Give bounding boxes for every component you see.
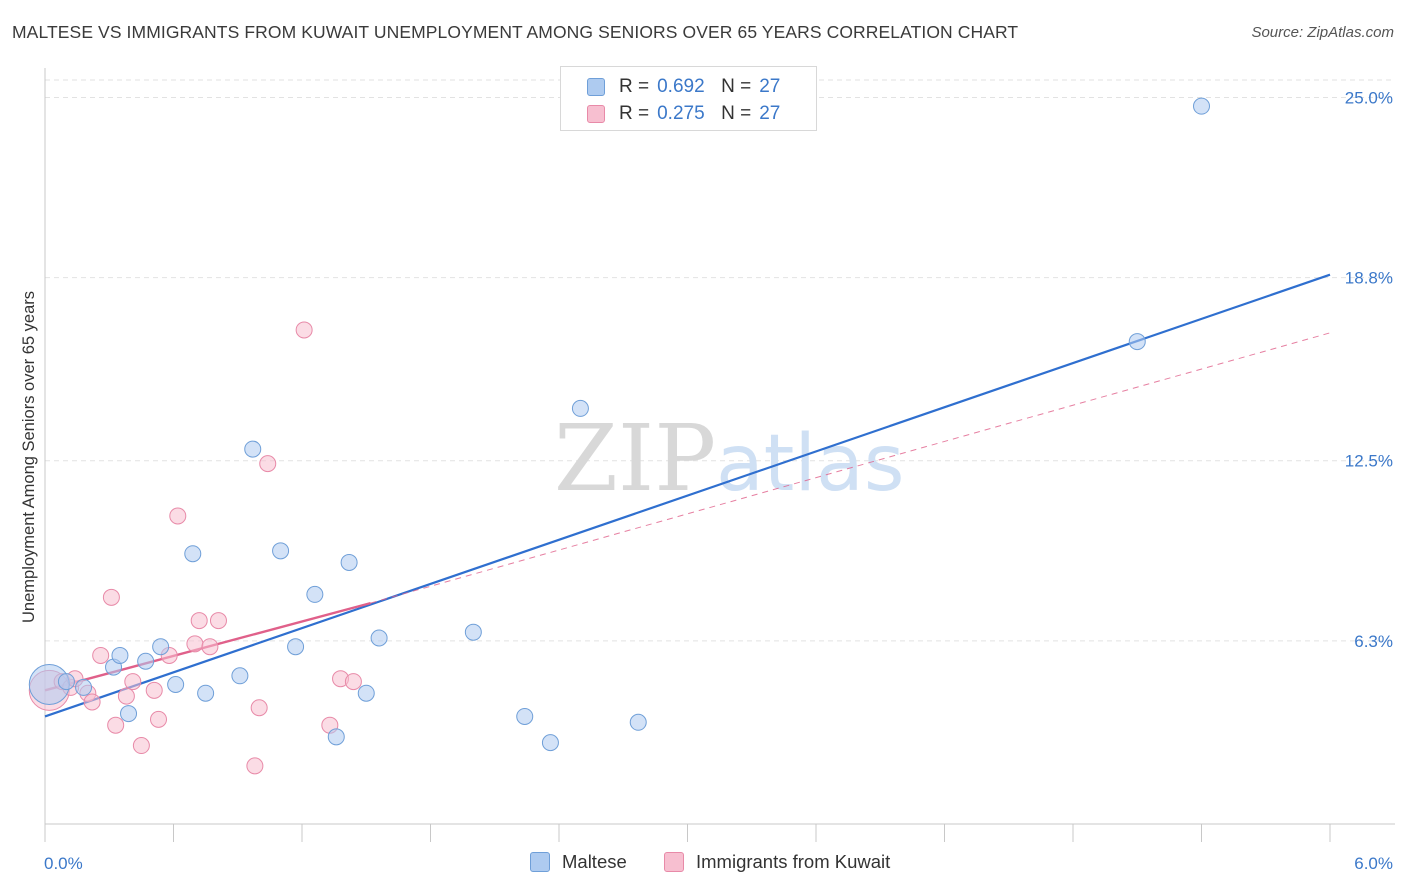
kuwait-point [295, 321, 313, 339]
maltese-point [340, 553, 358, 571]
kuwait-point [145, 681, 163, 699]
kuwait-point [209, 612, 227, 630]
legend-row-maltese: R = 0.692 N = 27 [587, 75, 780, 99]
kuwait-point [132, 737, 150, 755]
maltese-point [120, 705, 138, 723]
legend-item-maltese: Maltese [530, 851, 627, 873]
y-tick-label: 6.3% [1354, 632, 1393, 651]
kuwait-trend-extension [370, 332, 1331, 604]
maltese-point [571, 399, 589, 417]
maltese-point [541, 734, 559, 752]
legend-item-kuwait: Immigrants from Kuwait [664, 851, 890, 873]
maltese-point [244, 440, 262, 458]
maltese-trend-line [44, 273, 1331, 718]
maltese-point [272, 542, 290, 560]
kuwait-point [102, 588, 120, 606]
kuwait-legend-swatch [664, 852, 684, 872]
kuwait-swatch [587, 105, 605, 123]
maltese-swatch [587, 78, 605, 96]
kuwait-point [107, 716, 125, 734]
n-label: N = [721, 76, 752, 97]
kuwait-point [83, 693, 101, 711]
maltese-point [1193, 97, 1210, 115]
n-label: N = [721, 103, 752, 124]
kuwait-point [190, 612, 208, 630]
maltese-point [184, 545, 202, 563]
y-tick-label: 12.5% [1345, 452, 1393, 471]
maltese-point [1128, 333, 1146, 351]
correlation-legend: R = 0.692 N = 27 R = 0.275 N = 27 [560, 66, 817, 131]
maltese-point [137, 652, 155, 670]
maltese-legend-swatch [530, 852, 550, 872]
maltese-point [516, 707, 534, 725]
kuwait-point [201, 638, 219, 656]
maltese-point [327, 728, 345, 746]
maltese-point [111, 646, 129, 664]
kuwait-point [246, 757, 264, 775]
kuwait-point [169, 507, 187, 525]
kuwait-point [250, 699, 268, 717]
x-tick-label-max: 6.0% [1354, 854, 1393, 873]
kuwait-point [117, 687, 135, 705]
maltese-point [152, 638, 170, 656]
kuwait-point [344, 673, 362, 691]
data-points [28, 97, 1210, 775]
r-value: 0.692 [657, 76, 705, 97]
maltese-point [629, 713, 647, 731]
maltese-legend-label: Maltese [562, 851, 627, 872]
kuwait-point [124, 673, 142, 691]
maltese-point [231, 667, 249, 685]
n-value: 27 [759, 76, 781, 97]
watermark-atlas: atlas [716, 419, 905, 509]
kuwait-legend-label: Immigrants from Kuwait [696, 851, 891, 872]
grid-lines [45, 79, 1395, 642]
y-tick-label: 25.0% [1345, 88, 1393, 107]
maltese-point [197, 684, 215, 702]
chart-source: Source: ZipAtlas.com [1251, 24, 1394, 41]
legend-row-kuwait: R = 0.275 N = 27 [587, 102, 780, 126]
maltese-point [57, 673, 75, 691]
r-label: R = [619, 76, 650, 97]
chart-title: MALTESE VS IMMIGRANTS FROM KUWAIT UNEMPL… [12, 22, 1019, 42]
watermark-zip: ZIP [554, 405, 716, 512]
maltese-point [370, 629, 388, 647]
y-axis-label: Unemployment Among Seniors over 65 years [20, 291, 38, 623]
tick-labels: 6.3% 12.5% 18.8% 25.0% 0.0% 6.0% [44, 88, 1393, 873]
maltese-point [306, 585, 324, 603]
r-label: R = [619, 103, 650, 124]
maltese-point [287, 638, 305, 656]
kuwait-point [186, 635, 204, 653]
maltese-point [75, 678, 93, 696]
y-tick-label: 18.8% [1345, 269, 1393, 288]
kuwait-point [92, 646, 110, 664]
maltese-point [464, 623, 482, 641]
kuwait-point [259, 455, 277, 473]
r-value: 0.275 [657, 103, 705, 124]
maltese-point [167, 676, 185, 693]
n-value: 27 [759, 103, 781, 124]
maltese-point [357, 684, 375, 702]
kuwait-point [150, 710, 168, 728]
x-tick-label-min: 0.0% [44, 854, 83, 873]
